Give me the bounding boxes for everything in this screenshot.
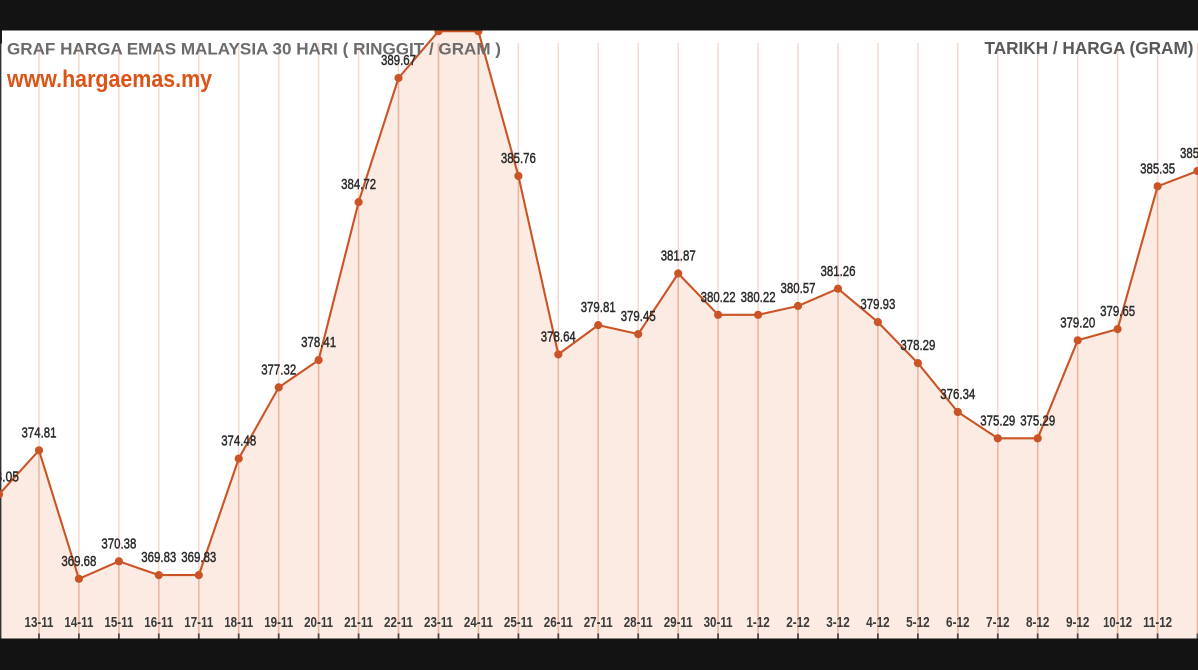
svg-text:29-11: 29-11 (664, 614, 693, 631)
svg-text:23-11: 23-11 (424, 614, 453, 631)
svg-text:9-12: 9-12 (1066, 614, 1090, 631)
svg-text:377.32: 377.32 (261, 363, 296, 379)
svg-text:385.96: 385.96 (1180, 146, 1198, 162)
svg-text:375.29: 375.29 (980, 413, 1015, 429)
svg-text:378.64: 378.64 (541, 330, 576, 346)
svg-text:379.81: 379.81 (581, 300, 616, 316)
svg-text:379.65: 379.65 (1100, 304, 1135, 320)
svg-text:381.26: 381.26 (821, 264, 856, 280)
svg-text:375.29: 375.29 (1020, 413, 1055, 429)
svg-text:15-11: 15-11 (104, 614, 133, 631)
svg-text:369.83: 369.83 (181, 550, 216, 566)
svg-text:374.48: 374.48 (221, 434, 256, 450)
svg-text:17-11: 17-11 (184, 614, 213, 631)
svg-text:GRAF HARGA EMAS MALAYSIA 30 HA: GRAF HARGA EMAS MALAYSIA 30 HARI ( RINGG… (7, 39, 501, 58)
svg-text:381.87: 381.87 (661, 249, 696, 265)
svg-text:26-11: 26-11 (544, 614, 573, 631)
svg-text:380.22: 380.22 (701, 290, 736, 306)
svg-text:369.68: 369.68 (61, 554, 96, 570)
svg-text:3-12: 3-12 (826, 614, 850, 631)
svg-text:20-11: 20-11 (304, 614, 333, 631)
svg-text:16-11: 16-11 (144, 614, 173, 631)
svg-text:4-12: 4-12 (866, 614, 890, 631)
svg-text:TARIKH / HARGA (GRAM): TARIKH / HARGA (GRAM) (985, 38, 1194, 58)
svg-text:370.38: 370.38 (101, 536, 136, 552)
svg-text:369.83: 369.83 (141, 550, 176, 566)
svg-text:18-11: 18-11 (224, 614, 253, 631)
svg-text:6-12: 6-12 (946, 614, 970, 631)
svg-text:25-11: 25-11 (504, 614, 533, 631)
svg-text:374.81: 374.81 (22, 425, 57, 441)
svg-text:379.45: 379.45 (621, 309, 656, 325)
svg-text:373.05: 373.05 (0, 470, 19, 486)
svg-text:22-11: 22-11 (384, 614, 413, 631)
svg-text:389.67: 389.67 (381, 53, 416, 69)
svg-text:378.41: 378.41 (301, 335, 336, 351)
svg-text:13-11: 13-11 (25, 614, 54, 631)
svg-text:378.29: 378.29 (900, 338, 935, 354)
svg-text:14-11: 14-11 (64, 614, 93, 631)
svg-text:30-11: 30-11 (704, 614, 733, 631)
svg-text:385.35: 385.35 (1140, 161, 1175, 177)
svg-text:28-11: 28-11 (624, 614, 653, 631)
svg-text:19-11: 19-11 (264, 614, 293, 631)
svg-text:2-12: 2-12 (786, 614, 810, 631)
svg-text:24-11: 24-11 (464, 614, 493, 631)
svg-text:8-12: 8-12 (1026, 614, 1050, 631)
svg-text:379.93: 379.93 (860, 297, 895, 313)
svg-text:1-12: 1-12 (746, 614, 770, 631)
svg-text:www.hargaemas.my: www.hargaemas.my (6, 66, 212, 93)
svg-text:5-12: 5-12 (906, 614, 930, 631)
svg-text:7-12: 7-12 (986, 614, 1010, 631)
svg-text:380.22: 380.22 (741, 290, 776, 306)
svg-text:380.57: 380.57 (781, 281, 816, 297)
svg-text:384.72: 384.72 (341, 177, 376, 193)
svg-text:376.34: 376.34 (940, 387, 975, 403)
svg-text:21-11: 21-11 (344, 614, 373, 631)
svg-text:11-12: 11-12 (1143, 614, 1172, 631)
svg-text:385.76: 385.76 (501, 151, 536, 167)
svg-text:10-12: 10-12 (1103, 614, 1132, 631)
svg-text:27-11: 27-11 (584, 614, 613, 631)
svg-text:379.20: 379.20 (1060, 315, 1095, 331)
